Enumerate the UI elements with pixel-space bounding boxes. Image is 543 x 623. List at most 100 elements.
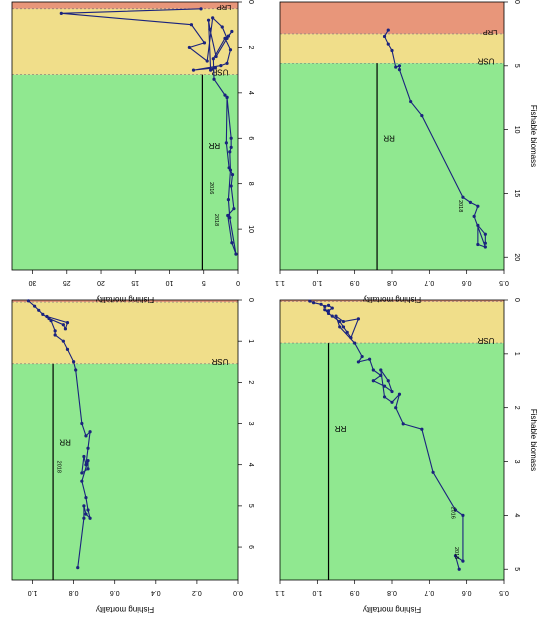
data-point (219, 63, 223, 68)
data-point (394, 65, 398, 69)
chart-top-left: USR RR 2018 0 1 2 3 4 5 6 0.0 0.2 0.4 0.6 0.8 1.0 Fishin… (11, 298, 254, 614)
data-point (461, 559, 465, 563)
x-tick-label: 2 (247, 380, 254, 384)
data-point (232, 207, 236, 211)
data-point (191, 68, 196, 72)
data-point (82, 504, 86, 508)
data-point (86, 458, 90, 463)
y-tick-label: 1.0 (312, 589, 322, 596)
data-point (53, 333, 57, 337)
data-point (382, 395, 387, 399)
data-point (230, 241, 234, 245)
data-point (476, 204, 480, 208)
data-point (206, 18, 211, 22)
data-point (65, 347, 70, 352)
data-point (47, 316, 51, 321)
x-tick-label: 4 (513, 513, 520, 517)
data-point (334, 314, 338, 318)
x-tick-label: 10 (247, 225, 254, 233)
data-point (472, 214, 476, 218)
y-tick-label: 0.6 (462, 279, 472, 286)
data-point (84, 496, 88, 500)
y-tick-label: 0.2 (192, 589, 202, 596)
x-tick-label: 20 (513, 253, 520, 261)
data-point (397, 64, 402, 68)
data-point (86, 467, 90, 471)
data-point (187, 45, 191, 50)
year-label: 2016 (208, 182, 214, 194)
data-point (224, 141, 228, 145)
data-point (59, 11, 63, 15)
lrp-zone (280, 2, 504, 34)
data-point (225, 95, 229, 99)
y-tick-label: 25 (63, 279, 71, 286)
data-point (212, 77, 216, 81)
rr-label: RR (335, 424, 347, 433)
y-tick-label: 0.7 (424, 589, 434, 596)
x-tick-label: 2 (513, 406, 520, 410)
cautious-zone (12, 302, 238, 364)
y-axis-label: Fishing mortality (363, 605, 421, 614)
x-tick-label: 2 (247, 45, 254, 49)
y-tick-label: 1.0 (312, 279, 322, 286)
data-point (199, 7, 203, 11)
healthy-zone (280, 63, 504, 270)
y-tick-label: 5 (202, 279, 206, 286)
data-point (457, 567, 461, 571)
data-point (226, 34, 231, 38)
data-point (461, 195, 465, 199)
data-point (65, 321, 70, 325)
data-point (228, 150, 232, 154)
rr-label: RR (383, 134, 395, 143)
healthy-zone (280, 343, 504, 580)
chart-bottom-right: USR LRP RR 2018 0 5 10 15 20 0.5 0.6 0.7 0.8 0.9 1.0 1.… (275, 0, 538, 304)
y-tick-label: 0.9 (350, 589, 360, 596)
rr-label: RR (208, 141, 220, 150)
y-tick-label: 15 (131, 279, 139, 286)
x-tick-label: 0 (513, 298, 520, 302)
data-point (308, 299, 312, 303)
data-point (349, 336, 353, 340)
data-point (61, 339, 65, 343)
y-tick-label: 1.1 (275, 279, 285, 286)
x-tick-label: 1 (247, 339, 254, 343)
year-label: 2018 (457, 200, 463, 212)
y-tick-label: 0.8 (387, 589, 397, 596)
year-label: 2018 (213, 214, 219, 226)
year-label: 2018 (55, 461, 61, 473)
plot-frame (11, 299, 239, 581)
x-tick-label: 3 (513, 460, 520, 464)
x-tick-label: 5 (247, 504, 254, 508)
data-point (80, 421, 84, 426)
x-tick-label: 3 (247, 422, 254, 426)
lrp-label: LRP (217, 3, 232, 12)
data-point (345, 330, 349, 334)
usr-label: USR (477, 336, 494, 345)
data-point (223, 36, 227, 40)
data-point (420, 427, 424, 431)
y-tick-label: 0.8 (69, 589, 79, 596)
data-point (338, 325, 342, 329)
data-point (453, 508, 458, 512)
data-point (82, 454, 86, 459)
series-line (61, 8, 237, 255)
data-point (379, 368, 383, 372)
lrp-label: LRP (483, 28, 498, 37)
y-tick-label: 0.4 (151, 589, 161, 596)
data-point (205, 59, 209, 63)
data-point (230, 29, 234, 34)
data-point (461, 513, 465, 517)
data-point (225, 61, 229, 65)
data-point (229, 136, 233, 140)
data-point (84, 434, 88, 438)
data-point (37, 308, 41, 312)
data-point (80, 479, 84, 483)
rr-label: RR (59, 437, 71, 446)
data-point (33, 304, 37, 308)
y-axis-label: Fishing mortality (363, 295, 421, 304)
data-point (211, 57, 215, 61)
y-tick-label: 0.9 (350, 279, 360, 286)
data-point (209, 68, 213, 72)
data-point (220, 25, 224, 29)
